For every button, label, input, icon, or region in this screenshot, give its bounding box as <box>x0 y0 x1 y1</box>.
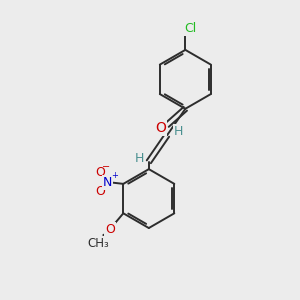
Text: +: + <box>111 171 118 180</box>
Text: O: O <box>96 185 106 198</box>
Text: Cl: Cl <box>184 22 197 35</box>
Text: H: H <box>135 152 144 165</box>
Text: CH₃: CH₃ <box>87 237 109 250</box>
Text: O: O <box>105 223 115 236</box>
Text: O: O <box>155 121 166 135</box>
Text: H: H <box>174 125 183 138</box>
Text: O: O <box>96 167 106 179</box>
Text: N: N <box>103 176 112 189</box>
Text: −: − <box>102 162 110 172</box>
